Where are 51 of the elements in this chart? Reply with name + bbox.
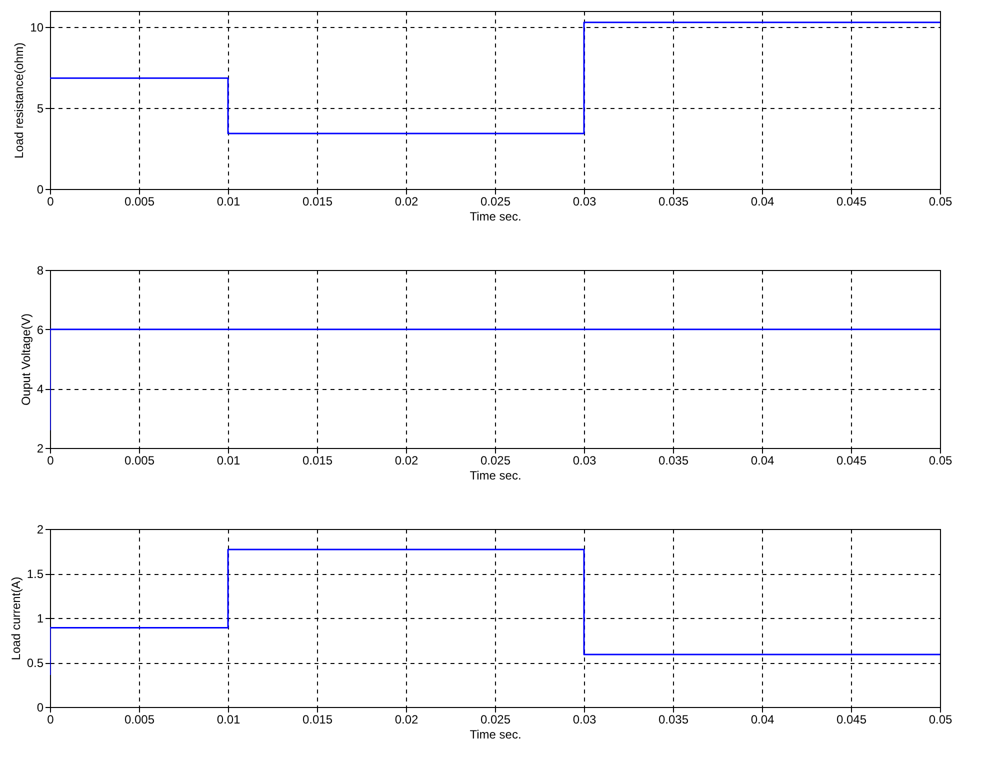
x-tick-label: 0.045: [836, 194, 867, 208]
x-tick-label: 0.05: [928, 712, 952, 726]
y-tick-label: 4: [36, 382, 44, 396]
x-tick-label: 0: [47, 194, 54, 208]
y-tick-label: 0.5: [26, 656, 44, 670]
x-tick-label: 0.005: [124, 194, 155, 208]
x-tick-label: 0.05: [928, 454, 952, 468]
x-tick-label: 0.04: [750, 712, 774, 726]
x-tick-label: 0.04: [750, 454, 774, 468]
x-tick-label: 0.01: [216, 194, 240, 208]
y-tick-label: 1.5: [26, 567, 44, 581]
x-tick-label: 0.02: [394, 454, 418, 468]
x-tick-label: 0.025: [480, 712, 511, 726]
y-tick-label: 0: [36, 700, 44, 714]
y-axis-title: Load current(A): [8, 576, 23, 660]
x-tick-label: 0.025: [480, 454, 511, 468]
y-tick-label: 1: [36, 612, 44, 626]
x-tick-label: 0.035: [658, 454, 689, 468]
y-tick-label: 2: [36, 442, 44, 456]
x-tick-label: 0.035: [658, 712, 689, 726]
x-tick-label: 0.045: [836, 454, 867, 468]
y-tick-label: 2: [36, 522, 44, 536]
x-tick-label: 0.045: [836, 712, 867, 726]
x-axis-title: Time sec.: [470, 468, 522, 482]
y-tick-label: 0: [36, 182, 44, 196]
x-tick-label: 0.01: [216, 712, 240, 726]
x-tick-label: 0.015: [302, 454, 333, 468]
y-tick-label: 6: [36, 322, 44, 337]
x-tick-label: 0: [47, 454, 54, 468]
x-tick-label: 0.05: [928, 194, 952, 208]
x-tick-label: 0.03: [572, 712, 596, 726]
x-tick-label: 0.025: [480, 194, 511, 208]
x-tick-label: 0.03: [572, 454, 596, 468]
x-tick-label: 0: [47, 712, 54, 726]
x-axis-title: Time sec.: [470, 728, 522, 742]
y-axis-title: Load resistance(ohm): [12, 42, 26, 159]
x-tick-label: 0.02: [394, 194, 418, 208]
x-tick-label: 0.02: [394, 712, 418, 726]
x-tick-label: 0.035: [658, 194, 689, 208]
y-tick-label: 10: [30, 20, 44, 35]
x-tick-label: 0.01: [216, 454, 240, 468]
x-tick-label: 0.005: [124, 712, 155, 726]
x-tick-label: 0.005: [124, 454, 155, 468]
y-tick-label: 5: [36, 102, 44, 116]
y-axis-title: Ouput Voltage(V): [18, 313, 33, 406]
x-tick-label: 0.015: [302, 194, 333, 208]
x-tick-label: 0.015: [302, 712, 333, 726]
y-tick-label: 8: [36, 264, 44, 278]
x-tick-label: 0.03: [572, 194, 596, 208]
x-axis-title: Time sec.: [470, 210, 522, 224]
x-tick-label: 0.04: [750, 194, 774, 208]
